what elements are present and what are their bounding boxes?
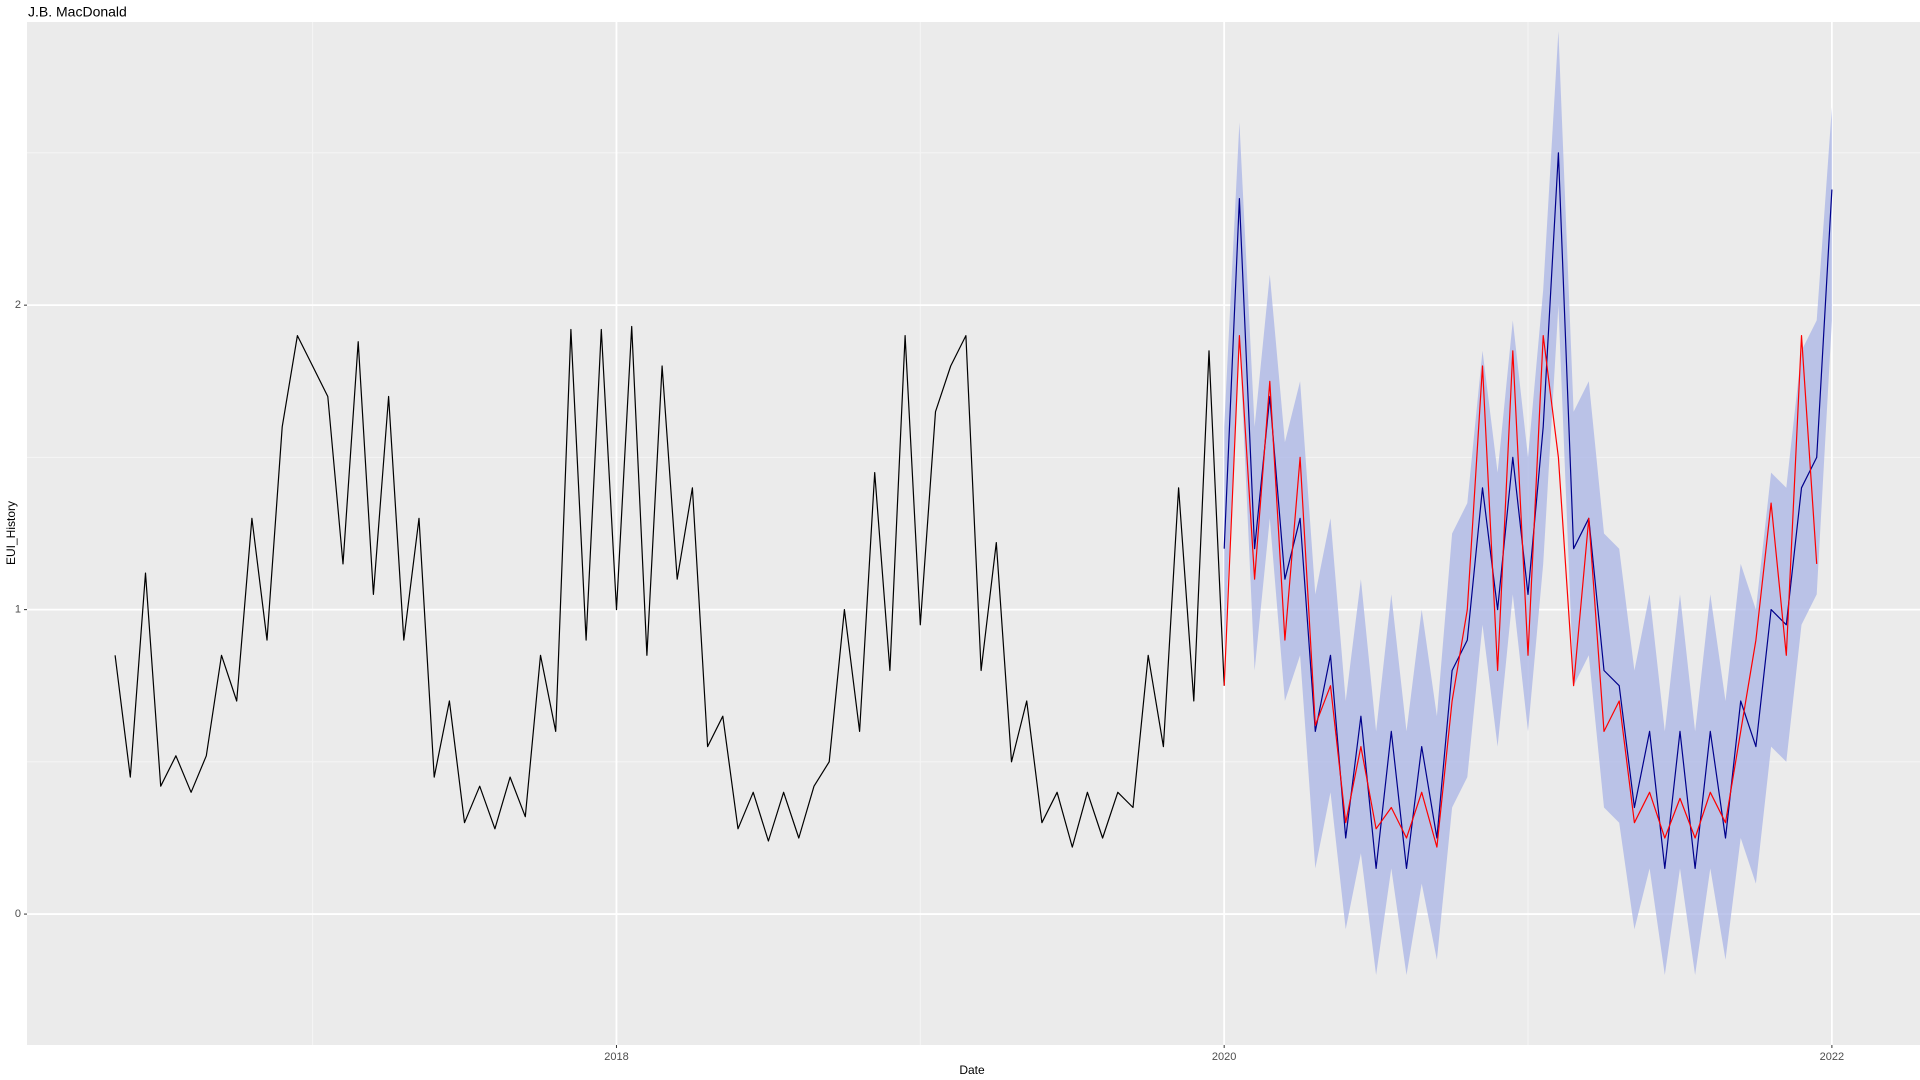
y-axis-title: EUI_History (4, 501, 18, 565)
y-tick-label: 1 (15, 604, 21, 616)
y-tick-label: 0 (15, 908, 21, 920)
series-line (114, 325, 1225, 848)
series-line (1223, 335, 1818, 848)
x-tick-label: 2022 (1820, 1051, 1844, 1063)
x-tick-label: 2020 (1212, 1051, 1236, 1063)
y-tick-label: 2 (15, 299, 21, 311)
x-axis-title: Date (959, 1063, 985, 1077)
x-tick-label: 2018 (604, 1051, 628, 1063)
chart-title: J.B. MacDonald (28, 4, 127, 20)
plot-panel (27, 22, 1920, 1045)
prediction-band (1224, 31, 1832, 976)
